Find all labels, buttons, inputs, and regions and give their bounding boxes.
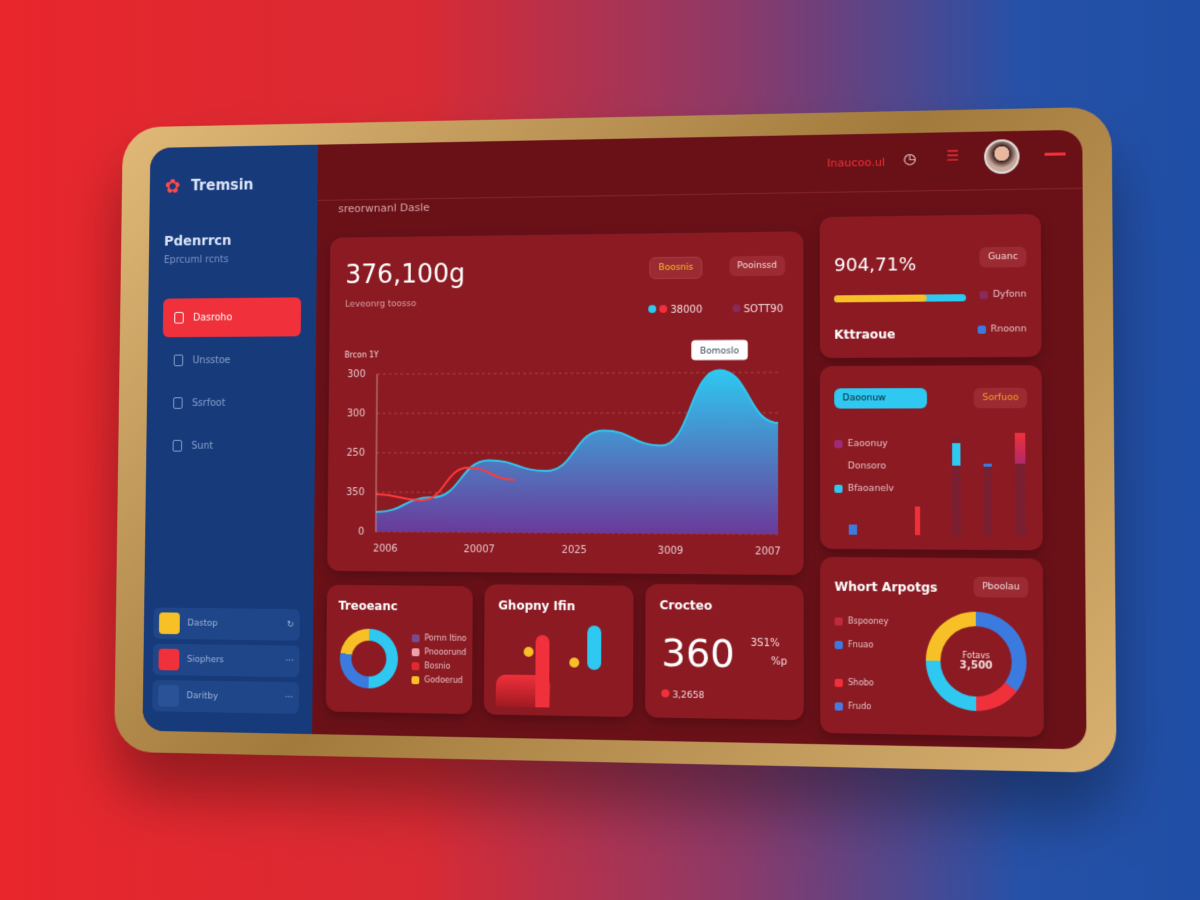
bar <box>848 524 858 535</box>
y-tick-label: 0 <box>358 527 364 538</box>
x-tick-label: 2025 <box>562 545 587 556</box>
workspace-sub: Eprcuml rcnts <box>163 254 229 266</box>
minimize-icon[interactable] <box>1044 152 1066 156</box>
tooltip-text: Bomoslo <box>700 347 739 357</box>
sidebar: ✿ Tremsin Pdenrrcn Eprcuml rcnts Dasroho … <box>142 144 318 735</box>
bar <box>952 436 961 536</box>
card-title: Treoeanc <box>338 598 398 614</box>
bar-legend-2: Donsoro <box>847 461 887 472</box>
bottom-item-3[interactable]: Daritby ··· <box>152 679 300 714</box>
legend-item: Frudo <box>834 701 889 711</box>
legend-item: Bspooney <box>834 616 889 626</box>
legend-item: Pnooorund <box>411 647 466 657</box>
breadcrumb: sreorwnanl Dasle <box>338 201 430 216</box>
app-icon <box>158 612 180 635</box>
bar <box>1014 432 1026 536</box>
kpi-label-1: Dyfonn <box>979 290 1027 301</box>
bar-legend-3: Bfaoanelv <box>834 484 894 494</box>
card-title: Crocteo <box>659 598 713 613</box>
nav-item-3[interactable]: Ssrfoot <box>162 383 301 422</box>
more-icon: ··· <box>284 692 294 703</box>
x-tick-label: 2006 <box>373 543 398 554</box>
doc-icon <box>174 311 184 324</box>
x-tick-label: 20007 <box>464 544 495 555</box>
kpi-tag[interactable]: Guanc <box>979 246 1027 268</box>
logo-icon: ✿ <box>164 174 181 198</box>
y-tick-label: 300 <box>347 408 365 419</box>
doc-icon <box>173 397 183 409</box>
donut-card: Whort Arpotgs Pboolau Bspooney Fnuao Sho… <box>820 556 1044 738</box>
bar <box>587 625 602 671</box>
legend-item: Godoerud <box>411 675 466 685</box>
top-bar: Inaucoo.ul ◷ ☰ <box>317 129 1083 201</box>
area-series <box>375 369 779 535</box>
tooltip <box>691 339 748 361</box>
legend-item: Pornn Itino <box>411 633 467 643</box>
main-area: Inaucoo.ul ◷ ☰ sreorwnanl Dasle 376,100g… <box>312 129 1086 750</box>
x-tick-label: 2007 <box>755 546 781 558</box>
legend-item: Fnuao <box>834 640 889 650</box>
kpi-card: 904,71% Guanc Dyfonn Rnoonn Kttraoue <box>819 213 1042 359</box>
y-axis <box>376 374 377 532</box>
workspace-name: Pdenrrcn <box>163 233 232 250</box>
menu-icon[interactable]: ☰ <box>946 148 960 165</box>
card-stat: Crocteo 360 3S1% %p 3,2658 <box>645 583 804 721</box>
bar <box>983 463 993 536</box>
app-icon <box>157 684 180 707</box>
legend-item: Bosnio <box>411 661 467 671</box>
stat-pct-2: %p <box>770 656 788 668</box>
card-traffic: Treoeanc Pornn Itino Pnooorund Bosnio Go… <box>325 584 473 715</box>
header-link[interactable]: Inaucoo.ul <box>826 155 886 170</box>
bar-legend-1: Eaoonuy <box>834 439 894 449</box>
app-icon <box>158 648 180 671</box>
category-select[interactable]: Daoonuw <box>834 388 928 409</box>
clock-icon[interactable]: ◷ <box>903 151 916 168</box>
bar <box>535 634 550 708</box>
stat-foot: 3,2658 <box>661 689 704 701</box>
point <box>523 646 534 657</box>
nav-item-dashboard[interactable]: Dasroho <box>162 297 302 338</box>
card-growth: Ghopny Ifin <box>483 584 634 718</box>
doc-icon <box>173 354 184 367</box>
card-title: Ghopny Ifin <box>498 598 576 614</box>
bottom-item-2[interactable]: Siophers ··· <box>152 643 300 678</box>
brand-name: Tremsin <box>190 175 254 195</box>
donut-title: Whort Arpotgs <box>834 579 938 595</box>
area-chart: 300 300 250 350 0 2006 20007 2025 3009 2007 Bomosl… <box>346 339 804 558</box>
bottom-item-1[interactable]: Dastop ↻ <box>153 607 300 641</box>
nav-item-4[interactable]: Sunt <box>161 426 300 465</box>
y-tick-label: 250 <box>346 448 364 459</box>
nav-item-2[interactable]: Unsstoe <box>162 340 300 380</box>
donut-small <box>339 628 399 689</box>
y-tick-label: 350 <box>346 487 364 498</box>
refresh-icon: ↻ <box>286 619 295 630</box>
bars-tag[interactable]: Sorfuoo <box>973 387 1028 409</box>
kpi-label-2: Rnoonn <box>977 324 1027 335</box>
avatar[interactable] <box>984 139 1020 175</box>
dashboard-screen: ✿ Tremsin Pdenrrcn Eprcuml rcnts Dasroho … <box>142 129 1087 750</box>
tablet-frame: ✿ Tremsin Pdenrrcn Eprcuml rcnts Dasroho … <box>114 106 1117 774</box>
kpi-progress <box>834 294 967 303</box>
main-chart-card: 376,100g Leveonrg toosso Boosnis Pooinss… <box>327 231 804 576</box>
x-tick-label: 3009 <box>658 545 684 557</box>
donut-center-label: Fotavs <box>962 650 990 661</box>
point <box>569 657 580 668</box>
bars-card: Daoonuw Sorfuoo Eaoonuy Donsoro Bfaoanel… <box>819 365 1043 551</box>
donut-chart: Fotavs 3,500 <box>925 611 1027 712</box>
bar <box>914 506 921 536</box>
kpi-title: Kttraoue <box>834 327 896 342</box>
legend-item: Shobo <box>834 678 889 688</box>
donut-center-value: 3,500 <box>959 660 993 672</box>
donut-tag[interactable]: Pboolau <box>973 576 1029 598</box>
y-tick-label: 300 <box>347 369 365 380</box>
stat-value: 360 <box>661 630 735 677</box>
more-icon: ··· <box>285 656 294 667</box>
stat-pct: 3S1% <box>750 637 780 650</box>
doc-icon <box>172 439 183 452</box>
kpi-value: 904,71% <box>834 254 917 277</box>
